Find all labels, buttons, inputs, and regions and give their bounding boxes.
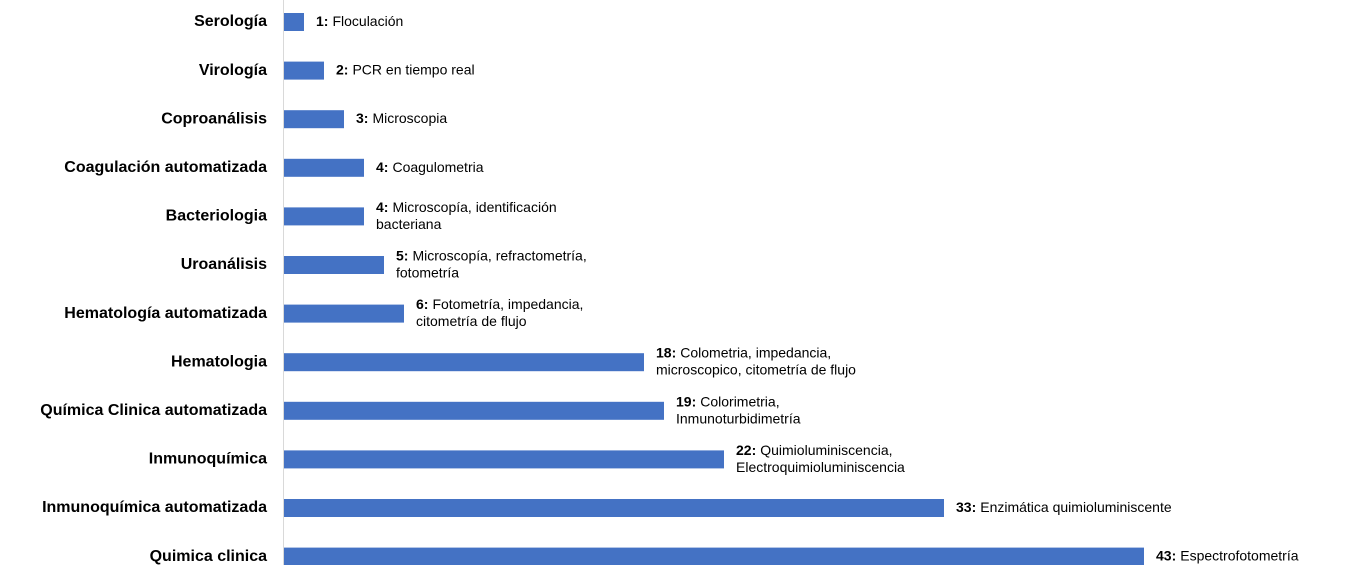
method-text: Quimioluminiscencia, — [760, 442, 892, 458]
data-label: microscopico, citometría de flujo — [656, 361, 856, 377]
value-label: 2: — [336, 61, 348, 77]
category-label: Hematologia — [171, 353, 267, 370]
data-label: 3: Microscopia — [356, 110, 447, 126]
value-label: 5: — [396, 247, 408, 263]
category-label: Serología — [194, 13, 267, 30]
method-text: Inmunoturbidimetría — [676, 410, 801, 426]
method-text: Microscopía, refractometría, — [412, 247, 586, 263]
bar — [284, 158, 364, 177]
category-label: Química Clinica automatizada — [40, 402, 267, 419]
method-text: citometría de flujo — [416, 313, 527, 329]
method-text: Fotometría, impedancia, — [432, 296, 583, 312]
value-label: 6: — [416, 296, 428, 312]
category-label: Uroanálisis — [181, 256, 267, 273]
data-label: Inmunoturbidimetría — [676, 410, 801, 426]
data-label: fotometría — [396, 264, 459, 280]
bar — [284, 499, 944, 517]
data-label: 18: Colometria, impedancia, — [656, 344, 831, 360]
data-label: Electroquimioluminiscencia — [736, 459, 905, 475]
data-label: bacteriana — [376, 216, 442, 232]
value-label: 18: — [656, 344, 676, 360]
value-label: 1: — [316, 13, 328, 29]
category-label: Inmunoquímica automatizada — [42, 499, 267, 516]
bar — [284, 256, 384, 274]
category-label: Inmunoquímica — [149, 451, 267, 468]
bar — [284, 110, 344, 129]
method-text: Microscopía, identificación — [392, 199, 556, 215]
data-label: 6: Fotometría, impedancia, — [416, 296, 583, 312]
value-label: 43: — [1156, 547, 1176, 563]
bar — [284, 207, 364, 226]
value-label: 19: — [676, 393, 696, 409]
bar — [284, 61, 324, 80]
method-text: Coagulometria — [392, 159, 483, 175]
bar — [284, 304, 404, 323]
value-label: 33: — [956, 499, 976, 515]
value-label: 4: — [376, 199, 388, 215]
value-label: 4: — [376, 159, 388, 175]
data-label: 4: Microscopía, identificación — [376, 199, 557, 215]
method-text: Floculación — [332, 13, 403, 29]
data-label: 43: Espectrofotometría — [1156, 547, 1299, 563]
data-label: 33: Enzimática quimioluminiscente — [956, 499, 1172, 515]
data-label: 22: Quimioluminiscencia, — [736, 442, 893, 458]
category-label: Coagulación automatizada — [64, 159, 267, 176]
bar — [284, 450, 724, 469]
bar — [284, 13, 304, 31]
method-text: PCR en tiempo real — [352, 61, 474, 77]
method-text: Microscopia — [372, 110, 447, 126]
method-text: Electroquimioluminiscencia — [736, 459, 905, 475]
data-label: citometría de flujo — [416, 313, 527, 329]
data-label: 2: PCR en tiempo real — [336, 61, 475, 77]
category-label: Bacteriologia — [166, 208, 267, 225]
method-text: fotometría — [396, 264, 459, 280]
method-text: microscopico, citometría de flujo — [656, 361, 856, 377]
method-text: Colometria, impedancia, — [680, 344, 831, 360]
category-label: Quimica clinica — [150, 548, 267, 565]
method-text: Colorimetria, — [700, 393, 779, 409]
category-label: Coproanálisis — [161, 110, 267, 127]
bar — [284, 353, 644, 372]
data-label: 19: Colorimetria, — [676, 393, 780, 409]
method-text: Espectrofotometría — [1180, 547, 1298, 563]
category-label: Hematología automatizada — [64, 305, 267, 322]
method-text: Enzimática quimioluminiscente — [980, 499, 1172, 515]
data-label: 1: Floculación — [316, 13, 403, 29]
method-text: bacteriana — [376, 216, 442, 232]
value-label: 22: — [736, 442, 756, 458]
data-label: 4: Coagulometria — [376, 159, 484, 175]
data-label: 5: Microscopía, refractometría, — [396, 247, 587, 263]
bar — [284, 401, 664, 420]
bar — [284, 547, 1144, 565]
category-label: Virología — [199, 62, 267, 79]
value-label: 3: — [356, 110, 368, 126]
